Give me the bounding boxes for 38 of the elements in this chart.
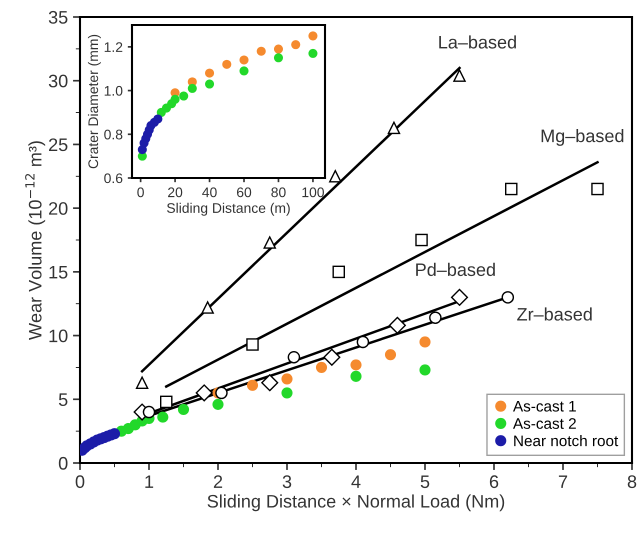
x-tick-label: 1 [145,475,154,488]
y-tick-label: 1.0 [104,86,122,96]
annotation: Pd–based [416,262,495,276]
x-axis-title: Sliding Distance (m) [167,202,290,216]
y-tick-label: 1.2 [104,42,122,52]
y-tick-label: 20 [49,202,68,215]
x-tick-label: 6 [490,475,498,488]
x-tick-label: 4 [351,475,360,488]
x-tick-label: 40 [202,187,217,198]
y-tick-label: 5 [58,393,68,406]
legend-label: Near notch root [514,435,618,446]
y-tick-label: 25 [49,138,68,152]
y-tick-label: 0.8 [104,130,122,140]
x-tick-label: 20 [168,187,182,198]
y-tick-label: 10 [49,330,68,342]
annotation: Zr–based [517,307,592,321]
y-tick-label: 15 [49,266,68,279]
annotation: La–based [439,35,516,49]
y-axis-title: Wear Volume (10$^{−12}$ m³) [25,141,46,340]
x-tick-label: 7 [558,475,568,488]
x-tick-label: 0 [137,187,144,198]
y-tick-label: 35 [48,10,68,24]
x-tick-label: 5 [420,475,430,488]
x-tick-label: 3 [282,475,292,488]
x-tick-label: 0 [76,475,84,488]
x-tick-label: 100 [302,187,324,198]
x-tick-label: 8 [628,475,636,488]
x-tick-label: 80 [271,187,286,198]
y-tick-label: 30 [48,74,68,88]
x-axis-title: Sliding Distance × Normal Load (Nm) [208,494,504,512]
legend-label: As-cast 1 [512,400,576,412]
y-axis-title: Crater Diameter (mm) [88,34,101,168]
legend-label: As-cast 2 [512,418,576,429]
x-tick-label: 60 [236,187,252,198]
annotation: Mg–based [542,129,624,146]
x-tick-label: 2 [214,475,222,488]
y-tick-label: 0.6 [104,173,122,184]
y-tick-label: 0 [58,456,68,470]
